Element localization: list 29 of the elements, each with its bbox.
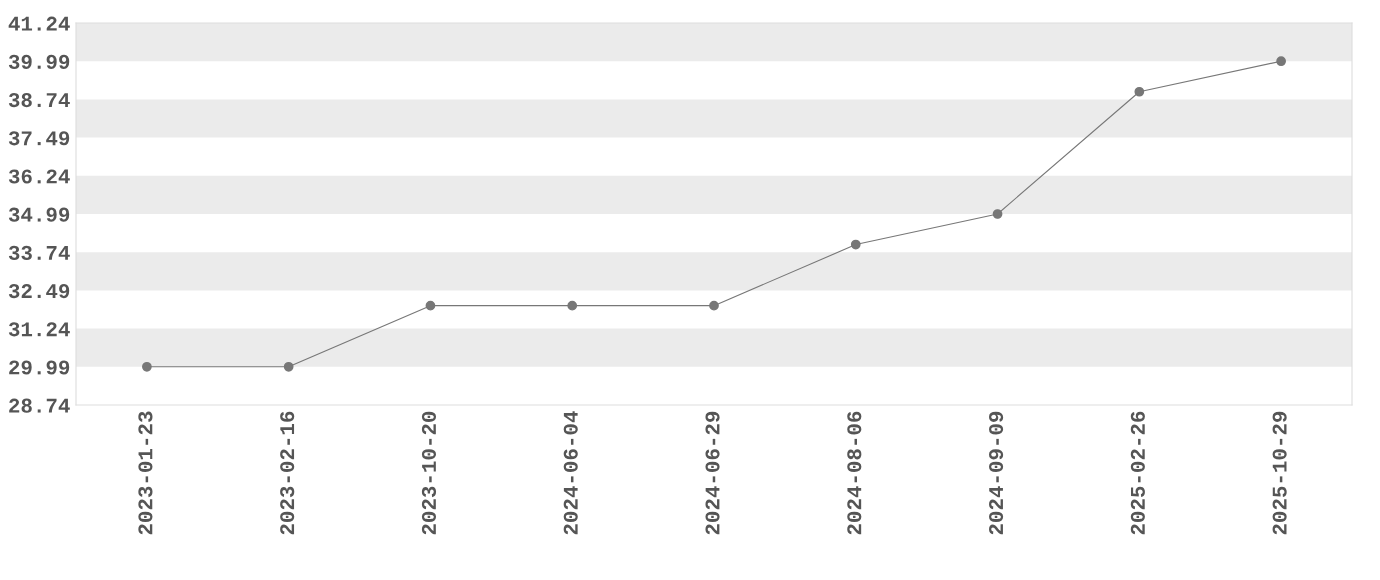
point — [992, 209, 1003, 219]
point — [567, 300, 578, 311]
y-tick-label: 31.24 — [8, 322, 70, 337]
point — [142, 361, 152, 372]
y-tick-label: 36.24 — [8, 169, 70, 184]
point — [1276, 56, 1286, 67]
point — [1134, 86, 1145, 97]
y-tick-label: 29.99 — [9, 360, 70, 375]
y-tick-label: 38.74 — [8, 93, 70, 108]
x-tick-label: 2023-10-20 — [421, 411, 437, 535]
y-tick-label: 32.49 — [8, 284, 70, 299]
x-tick-label: 2024-06-29 — [705, 411, 720, 535]
point — [709, 300, 719, 311]
y-tick-label: 33.74 — [8, 245, 70, 260]
x-tick-label: 2023-01-23 — [138, 411, 153, 535]
y-tick-label: 39.99 — [8, 54, 70, 69]
y-tick-label: 41.24 — [8, 16, 70, 31]
x-tick-label: 2025-10-29 — [1272, 411, 1287, 535]
x-tick-label: 2024-08-06 — [847, 411, 862, 535]
point — [283, 361, 294, 372]
x-tick-label: 2024-06-04 — [563, 411, 578, 535]
x-tick-label: 2024-09-09 — [989, 411, 1004, 535]
y-tick-label: 28.74 — [9, 398, 70, 413]
x-tick-label: 2023-02-16 — [280, 411, 295, 535]
point — [425, 300, 436, 311]
y-tick-label: 34.99 — [8, 207, 70, 222]
x-tick-label: 2025-02-26 — [1130, 411, 1145, 535]
point — [850, 239, 861, 250]
y-tick-label: 37.49 — [8, 131, 70, 146]
